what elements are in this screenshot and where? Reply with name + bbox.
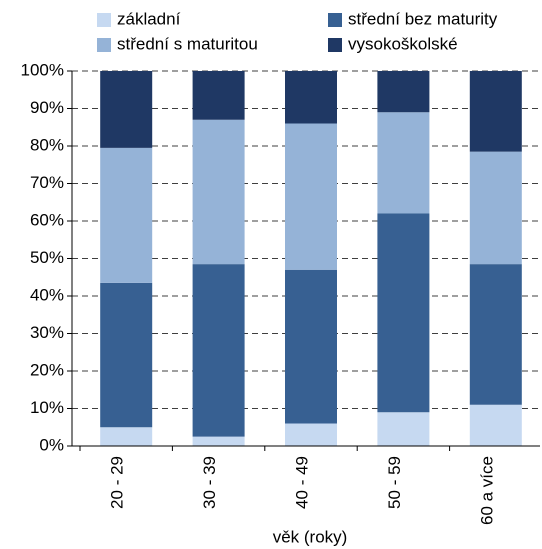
bar-segment xyxy=(192,71,245,120)
bar-segment xyxy=(377,412,430,446)
bar-segment xyxy=(192,264,245,437)
x-tick-label: 50 - 59 xyxy=(385,456,404,509)
bar-segment xyxy=(285,71,337,124)
bar-segment xyxy=(469,71,522,152)
bar-segment xyxy=(285,269,337,424)
bar-segment xyxy=(377,112,430,214)
legend-label: základní xyxy=(117,9,181,28)
y-tick-label: 50% xyxy=(30,248,64,267)
bar-segment xyxy=(377,213,430,413)
y-tick-label: 20% xyxy=(30,360,64,379)
x-tick-label: 20 - 29 xyxy=(108,456,127,509)
y-tick-label: 90% xyxy=(30,98,64,117)
legend-label: vysokoškolské xyxy=(348,34,458,53)
bar-segment xyxy=(377,71,430,113)
bar-segment xyxy=(100,147,153,283)
bar-segment xyxy=(100,71,153,148)
bar-segment xyxy=(285,423,337,446)
legend-swatch xyxy=(97,13,111,27)
legend-swatch xyxy=(97,38,111,52)
y-tick-label: 10% xyxy=(30,398,64,417)
x-tick-label: 60 a více xyxy=(477,456,496,525)
legend-label: střední bez maturity xyxy=(348,9,498,28)
legend-swatch xyxy=(328,13,342,27)
y-tick-label: 30% xyxy=(30,323,64,342)
y-tick-label: 0% xyxy=(39,435,64,454)
x-tick-label: 40 - 49 xyxy=(292,456,311,509)
x-tick-label: 30 - 39 xyxy=(200,456,219,509)
y-tick-label: 40% xyxy=(30,285,64,304)
bar-segment xyxy=(192,119,245,265)
bar-segment xyxy=(100,282,153,428)
y-tick-label: 100% xyxy=(21,60,64,79)
y-tick-label: 60% xyxy=(30,210,64,229)
legend-swatch xyxy=(328,38,342,52)
bar-segment xyxy=(469,151,522,265)
bar-segment xyxy=(469,404,522,446)
y-tick-label: 70% xyxy=(30,173,64,192)
bar-segment xyxy=(100,427,153,446)
bar-segment xyxy=(192,436,245,446)
x-axis-title: věk (roky) xyxy=(273,527,348,546)
bar-segment xyxy=(469,264,522,405)
y-tick-label: 80% xyxy=(30,135,64,154)
bar-segment xyxy=(285,123,337,270)
legend-label: střední s maturitou xyxy=(117,34,258,53)
